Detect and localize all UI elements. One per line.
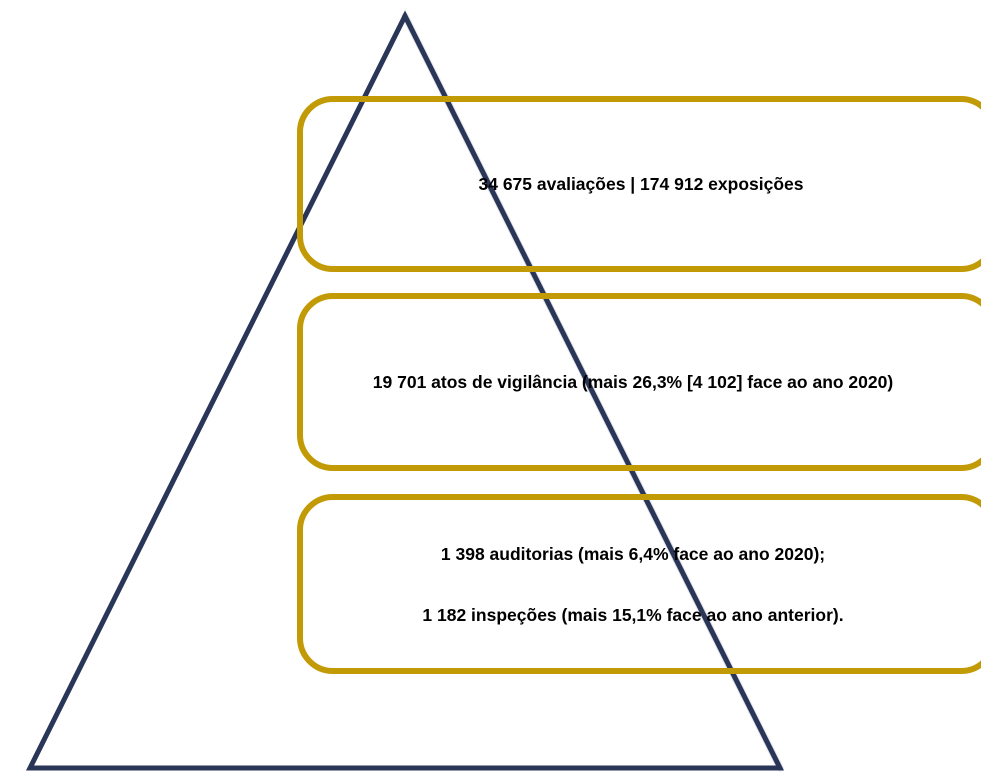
tier-bottom-inspections-text: 1 182 inspeções (mais 15,1% face ao ano … bbox=[422, 605, 844, 625]
tier-middle-text: 19 701 atos de vigilância (mais 26,3% [4… bbox=[372, 371, 894, 392]
pyramid-outline bbox=[25, 10, 785, 771]
pyramid-tier-bottom: 1 398 auditorias (mais 6,4% face ao ano … bbox=[297, 494, 981, 674]
pyramid-tier-middle: 19 701 atos de vigilância (mais 26,3% [4… bbox=[297, 293, 981, 471]
pyramid-tier-top: 34 675 avaliações | 174 912 exposições bbox=[297, 96, 981, 272]
tier-top-text: 34 675 avaliações | 174 912 exposições bbox=[478, 173, 804, 194]
tier-bottom-audits-text: 1 398 auditorias (mais 6,4% face ao ano … bbox=[440, 544, 826, 564]
